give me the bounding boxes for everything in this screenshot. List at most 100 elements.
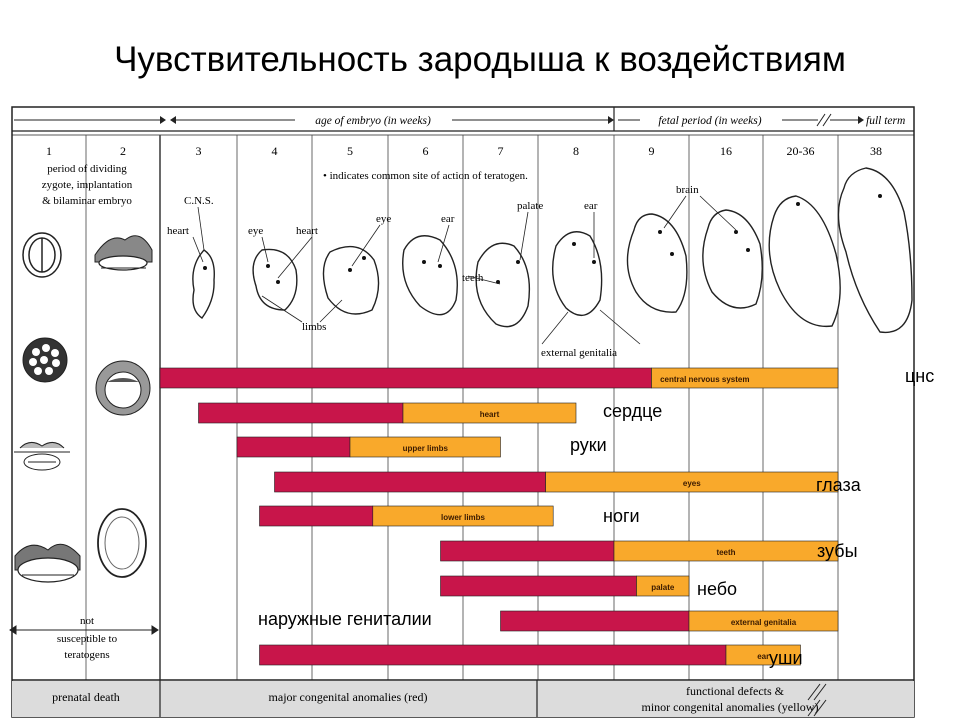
week-label: 2 [120, 144, 126, 158]
annotation-ear-2: ear [584, 200, 598, 212]
full-term-label: full term [866, 115, 905, 127]
week-16-fetus-outline [702, 209, 763, 309]
zygote-two-cell-illustration [22, 232, 62, 278]
blastocyst-illustration [95, 360, 151, 416]
week-label: 4 [272, 144, 278, 158]
break-mark-1 [816, 113, 826, 127]
week-label: 5 [347, 144, 353, 158]
bar-yellow-central-nervous-system [651, 367, 839, 389]
age-label: age of embryo (in weeks) [315, 115, 431, 127]
week-7-embryo-outline [475, 242, 531, 328]
bar-red-central-nervous-system [159, 367, 652, 389]
ru-label-heart: сердце [603, 401, 663, 421]
annotation-eye: eye [248, 225, 263, 237]
footer-major-anomalies: major congenital anomalies (red) [269, 690, 428, 704]
bar-yellow-ear [725, 644, 801, 666]
age-arrowhead-left [170, 116, 176, 124]
annotation-teeth: teeth [462, 272, 484, 284]
period-text-1: period of dividing [47, 163, 127, 175]
break-mark-2 [822, 113, 832, 127]
period-text-3: & bilaminar embryo [42, 195, 132, 207]
week-5-embryo-outline [322, 245, 380, 315]
bar-red-eyes [274, 471, 546, 493]
week-38-fetus-outline [837, 167, 913, 334]
implanted-embryo-illustration [14, 543, 81, 583]
footer-break-mark [807, 683, 827, 717]
annotation-eye-2: eye [376, 213, 391, 225]
week-20-36-fetus-outline [768, 195, 841, 328]
not-susceptible-line-3: teratogens [64, 649, 109, 661]
ru-label-upper-limbs: руки [570, 435, 607, 455]
annotation-cns: C.N.S. [184, 195, 214, 207]
annotation-external-genitalia: external genitalia [541, 347, 617, 359]
annotation-heart-2: heart [296, 225, 318, 237]
not-susceptible-line-1: not [80, 615, 94, 627]
bar-label-lower-limbs: lower limbs [441, 513, 486, 522]
ru-label-ear: уши [769, 648, 803, 668]
not-susceptible-arrows [9, 625, 159, 635]
bar-label-ear: ear [757, 652, 769, 661]
ru-label-central-nervous-system: цнс [905, 366, 935, 386]
annotation-limbs: limbs [302, 321, 326, 333]
week-label: 16 [720, 144, 732, 158]
week-labels: 1 2 3 4 5 6 7 8 9 16 20-36 38 [46, 144, 882, 158]
bar-yellow-lower-limbs [372, 505, 554, 527]
annotation-ear: ear [441, 213, 455, 225]
header-left-arrowhead [160, 116, 166, 124]
bar-label-upper-limbs: upper limbs [403, 444, 449, 453]
fetal-label: fetal period (in weeks) [658, 115, 761, 127]
ru-label-lower-limbs: ноги [603, 506, 640, 526]
legend-note: • indicates common site of action of ter… [323, 170, 528, 182]
week-label: 9 [649, 144, 655, 158]
week-6-embryo-outline [402, 235, 458, 316]
footer-band [12, 681, 914, 717]
bar-red-upper-limbs [236, 436, 351, 458]
bar-red-teeth [440, 540, 615, 562]
bar-label-palate: palate [651, 583, 675, 592]
bar-red-external-genitalia [500, 610, 690, 632]
footer-minor-anomalies: minor congenital anomalies (yellow) [642, 700, 819, 714]
bar-label-heart: heart [480, 410, 500, 419]
week-label: 1 [46, 144, 52, 158]
annotation-palate: palate [517, 200, 543, 212]
bar-yellow-upper-limbs [349, 436, 501, 458]
annotation-heart: heart [167, 225, 189, 237]
bar-yellow-eyes [545, 471, 839, 493]
footer-functional-defects: functional defects & [686, 684, 785, 698]
bar-yellow-external-genitalia [688, 610, 839, 632]
ru-label-teeth: зубы [817, 541, 858, 561]
bar-yellow-teeth [613, 540, 839, 562]
week-3-embryo-outline [192, 249, 215, 319]
week-9-fetus-outline [626, 213, 688, 313]
slide-title: Чувствительность зародыша к воздействиям [114, 40, 846, 79]
bar-label-eyes: eyes [683, 479, 701, 488]
week-label: 6 [423, 144, 429, 158]
week-label: 8 [573, 144, 579, 158]
bilaminar-embryo-illustration [97, 508, 147, 578]
week-label: 7 [498, 144, 504, 158]
bar-red-lower-limbs [259, 505, 374, 527]
not-susceptible-line-2: susceptible to [57, 633, 118, 645]
bar-yellow-heart [402, 402, 577, 424]
period-text-2: zygote, implantation [42, 179, 133, 191]
ru-label-external-genitalia: наружные гениталии [258, 609, 432, 629]
teratogen-site-dots [203, 194, 882, 284]
week-4-embryo-outline [252, 248, 298, 311]
annotation-brain: brain [676, 184, 699, 196]
morula-illustration [22, 337, 68, 383]
bar-yellow-palate [636, 575, 690, 597]
annotation-leader-lines [192, 195, 737, 345]
bar-red-ear [259, 644, 727, 666]
footer-prenatal-death: prenatal death [52, 690, 120, 704]
full-term-arrowhead [858, 116, 864, 124]
bar-label-teeth: teeth [716, 548, 735, 557]
week-8-embryo-outline [551, 231, 603, 317]
bar-label-external-genitalia: external genitalia [731, 618, 797, 627]
week-label: 3 [196, 144, 202, 158]
ru-label-eyes: глаза [816, 475, 861, 495]
week-label: 38 [870, 144, 882, 158]
age-arrowhead-right [608, 116, 614, 124]
implantation-illustration [94, 235, 153, 271]
sensitivity-bars: central nervous system heart upper limbs ey… [159, 367, 839, 666]
